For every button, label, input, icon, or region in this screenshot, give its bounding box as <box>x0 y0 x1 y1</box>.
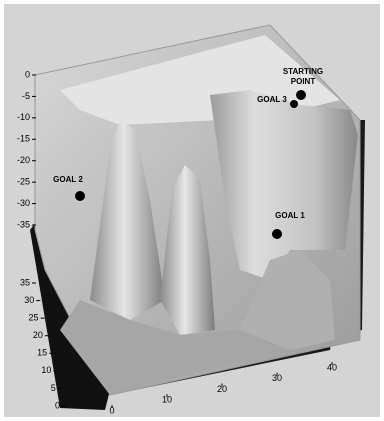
y-tick-label: 30 <box>24 295 34 305</box>
x-tick-label: 20 <box>217 384 227 394</box>
y-tick-label: 0 <box>55 400 60 410</box>
z-tick-label: -25 <box>17 177 30 187</box>
goal-dot <box>296 90 306 100</box>
goal-dot <box>272 229 282 239</box>
z-tick-label: -35 <box>17 219 30 229</box>
goal-label: GOAL 3 <box>257 95 287 104</box>
y-tick-label: 25 <box>29 313 39 323</box>
x-tick-label: 0 <box>109 405 114 415</box>
z-tick-label: 0 <box>25 69 30 79</box>
goal-label: GOAL 1 <box>275 211 305 220</box>
x-tick-label: 30 <box>272 373 282 383</box>
z-tick-label: -10 <box>17 112 30 122</box>
z-tick-label: -5 <box>22 91 30 101</box>
page: {"chart_data": {"type": "surface", "zlim… <box>0 0 384 421</box>
chart: STARTINGPOINT GOAL 3 GOAL 2 GOAL 1 0 -5 -10 -1… <box>0 0 384 421</box>
z-tick-label: -30 <box>17 198 30 208</box>
y-tick-label: 5 <box>51 383 56 393</box>
y-tick-label: 10 <box>41 365 51 375</box>
goal-label: GOAL 2 <box>53 175 83 184</box>
z-tick-label: -20 <box>17 155 30 165</box>
goal-label: STARTING <box>283 67 323 76</box>
x-tick-label: 10 <box>162 395 172 405</box>
goal-dot <box>290 100 298 108</box>
x-tick-label: 40 <box>327 362 337 372</box>
goal-dot <box>75 191 85 201</box>
y-tick-label: 35 <box>20 277 30 287</box>
z-tick-label: -15 <box>17 134 30 144</box>
y-tick-label: 15 <box>37 348 47 358</box>
y-tick-label: 20 <box>33 330 43 340</box>
goal-label: POINT <box>291 77 316 86</box>
